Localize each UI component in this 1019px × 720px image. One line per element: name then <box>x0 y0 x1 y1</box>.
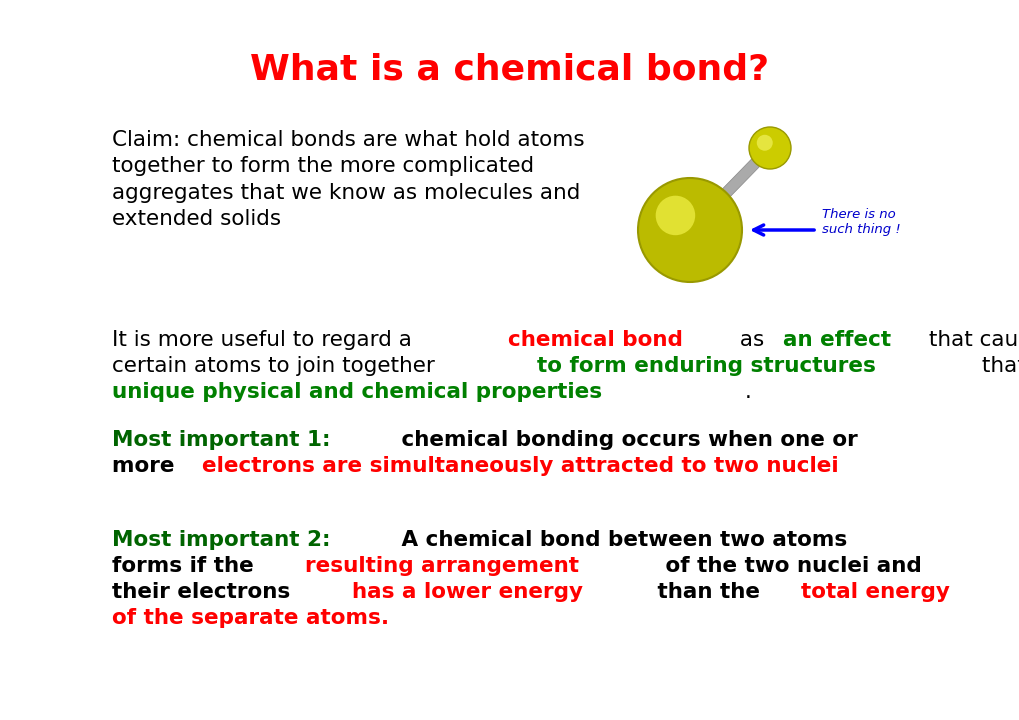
Text: has a lower energy: has a lower energy <box>352 582 582 602</box>
Text: forms if the: forms if the <box>112 556 261 576</box>
Text: that have: that have <box>974 356 1019 376</box>
Text: There is no
such thing !: There is no such thing ! <box>821 208 900 236</box>
Polygon shape <box>721 159 758 197</box>
Text: their electrons: their electrons <box>112 582 298 602</box>
Text: to form enduring structures: to form enduring structures <box>537 356 875 376</box>
Circle shape <box>637 178 741 282</box>
Text: an effect: an effect <box>782 330 890 350</box>
Text: more: more <box>112 456 181 476</box>
Text: Most important 2:: Most important 2: <box>112 530 330 550</box>
Text: than the: than the <box>649 582 766 602</box>
Text: as: as <box>733 330 770 350</box>
Text: that causes: that causes <box>921 330 1019 350</box>
Text: of the two nuclei and: of the two nuclei and <box>657 556 921 576</box>
Text: of the separate atoms.: of the separate atoms. <box>112 608 388 628</box>
Text: unique physical and chemical properties: unique physical and chemical properties <box>112 382 601 402</box>
Text: total energy: total energy <box>801 582 950 602</box>
Text: What is a chemical bond?: What is a chemical bond? <box>251 52 768 86</box>
Text: It is more useful to regard a: It is more useful to regard a <box>112 330 419 350</box>
Text: Claim: chemical bonds are what hold atoms
together to form the more complicated
: Claim: chemical bonds are what hold atom… <box>112 130 584 229</box>
Text: chemical bonding occurs when one or: chemical bonding occurs when one or <box>393 430 857 450</box>
Text: resulting arrangement: resulting arrangement <box>305 556 578 576</box>
Text: chemical bond: chemical bond <box>507 330 682 350</box>
Circle shape <box>655 196 695 235</box>
Circle shape <box>756 135 772 150</box>
Text: certain atoms to join together: certain atoms to join together <box>112 356 441 376</box>
Text: .: . <box>744 382 751 402</box>
Text: Most important 1:: Most important 1: <box>112 430 330 450</box>
Circle shape <box>748 127 790 169</box>
Text: A chemical bond between two atoms: A chemical bond between two atoms <box>393 530 847 550</box>
Text: electrons are simultaneously attracted to two nuclei: electrons are simultaneously attracted t… <box>202 456 838 476</box>
